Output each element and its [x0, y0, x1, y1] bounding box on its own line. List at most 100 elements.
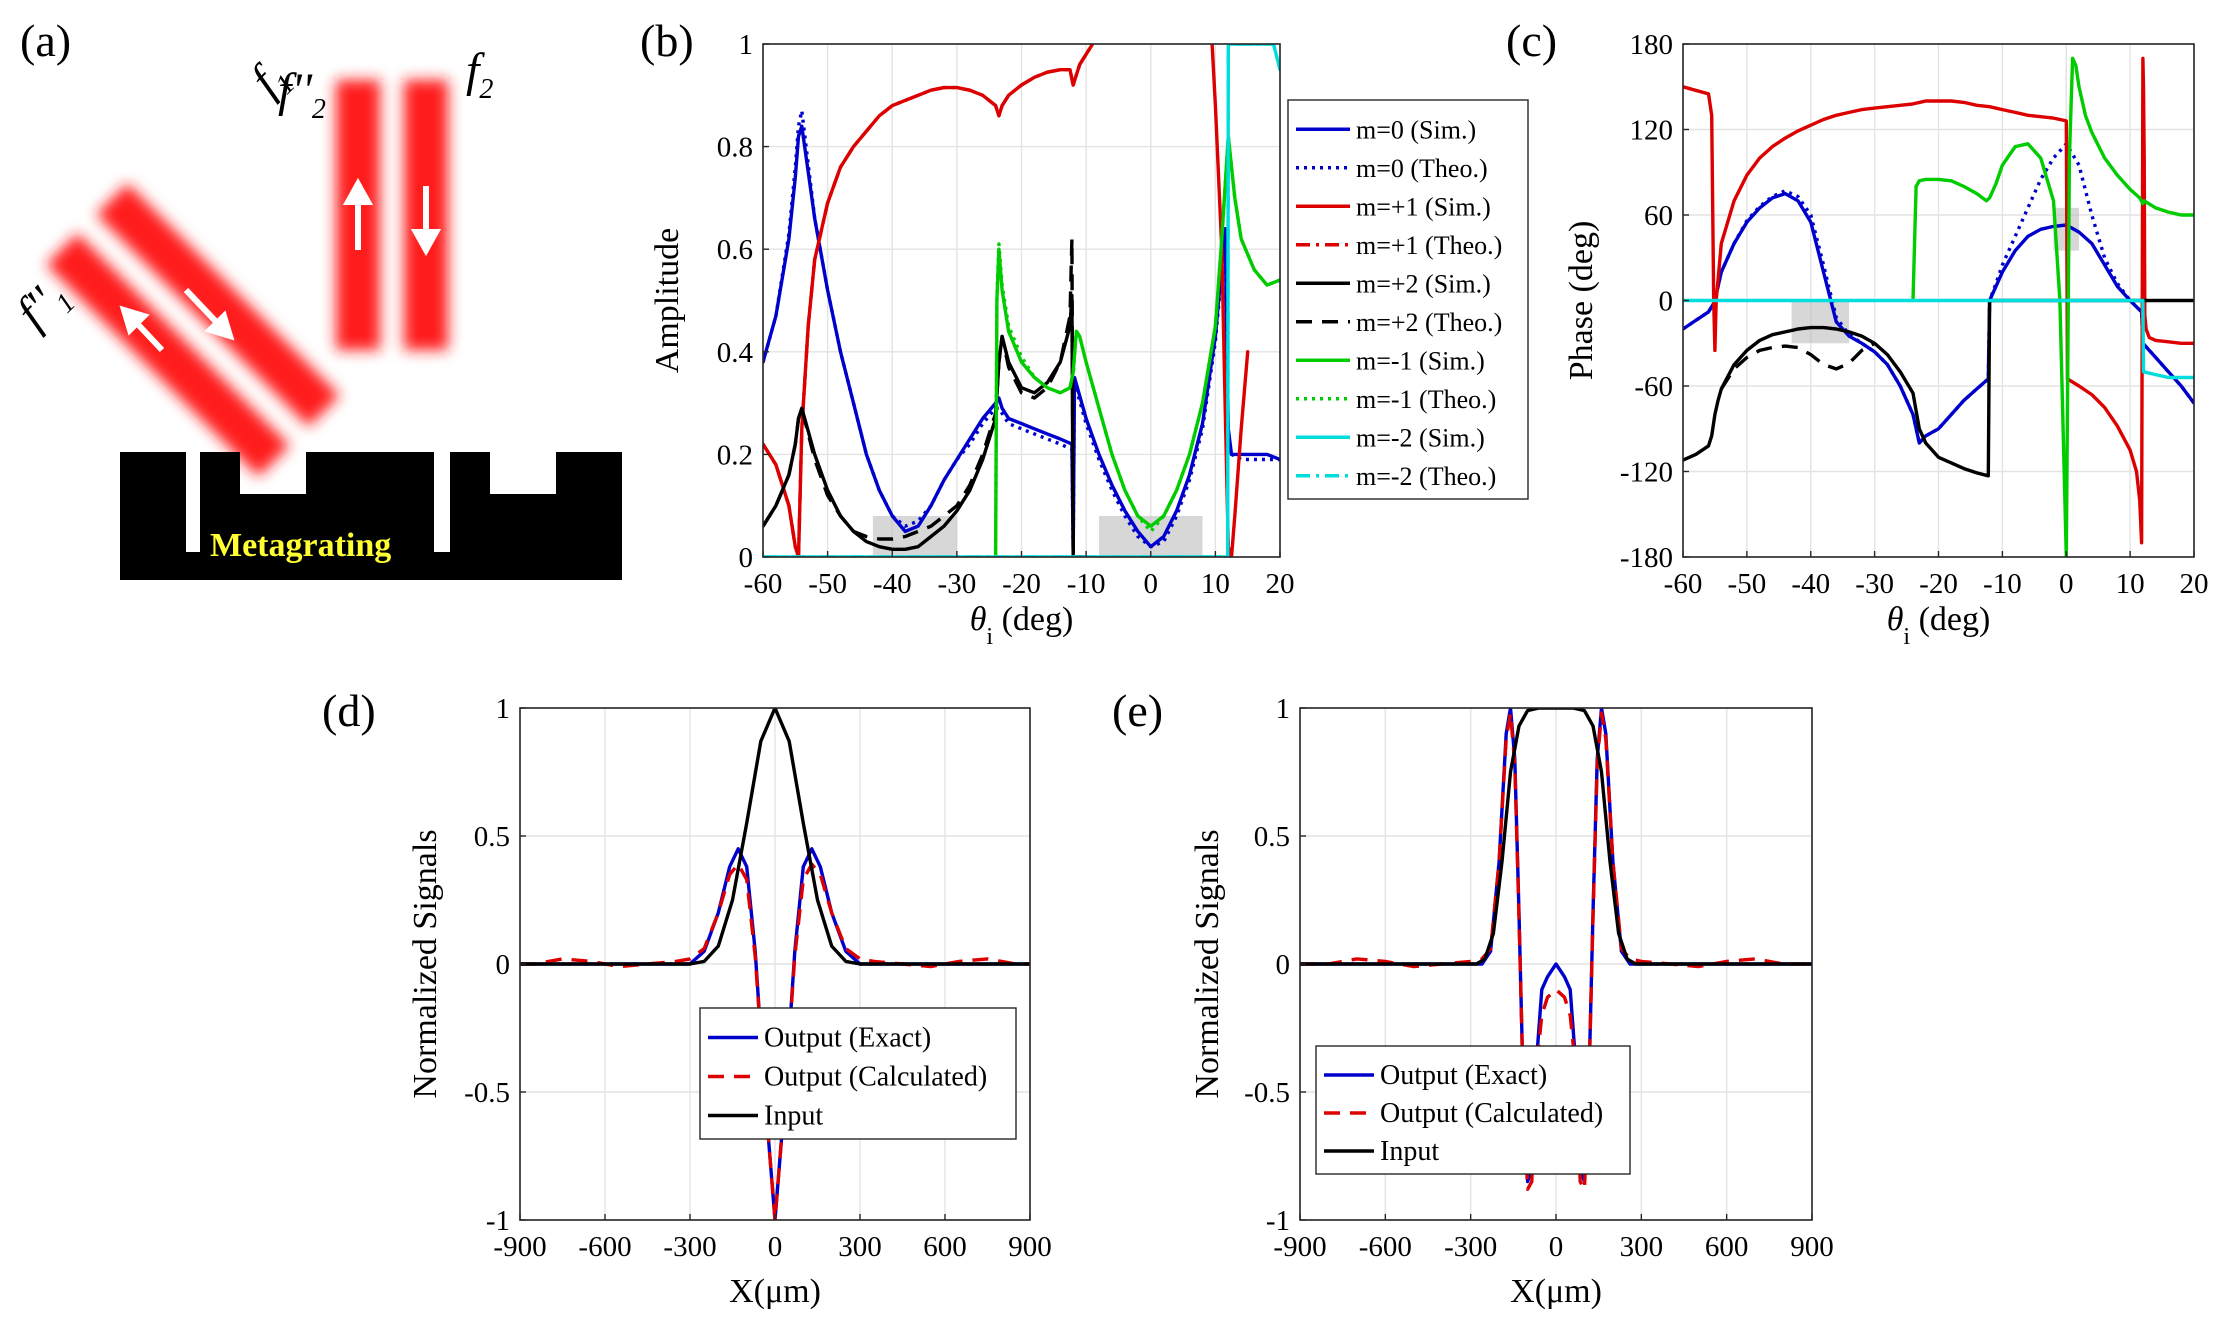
y-tick-label: -0.5: [1244, 1077, 1290, 1109]
x-tick-label: 0: [2059, 568, 2074, 600]
x-tick-label: -900: [1273, 1231, 1326, 1263]
panel-a-label: (a): [20, 15, 71, 66]
x-tick-label: 10: [1201, 568, 1230, 600]
series-input: [520, 708, 1030, 966]
svg-text:f2: f2: [466, 44, 493, 105]
legend-label: m=0 (Theo.): [1356, 154, 1488, 183]
x-axis-label-symbol: θ: [970, 601, 987, 638]
y-tick-label: 180: [1630, 29, 1674, 61]
series-m-0-sim-: [763, 124, 1280, 554]
y-tick-label: 0: [1659, 286, 1674, 318]
legend-label: m=-1 (Theo.): [1356, 385, 1496, 414]
y-tick-label: 0.2: [717, 439, 753, 471]
y-tick-label: 1: [1276, 693, 1291, 725]
series-m-1-right: [2065, 56, 2194, 545]
x-tick-label: 10: [2116, 568, 2145, 600]
series-m-1: [1911, 56, 2194, 557]
x-tick-label: -10: [1983, 568, 2022, 600]
y-tick-label: -0.5: [464, 1077, 510, 1109]
legend: m=0 (Sim.) m=0 (Theo.) m=+1 (Sim.) m=+1 (Th…: [1287, 99, 1529, 500]
x-axis-label: θi (deg): [1887, 601, 1991, 650]
y-tick-label: 0.4: [717, 337, 754, 369]
x-tick-label: -40: [1791, 568, 1830, 600]
shaded-region-0: [1791, 300, 1850, 344]
label-f1pp: f'': [6, 277, 68, 339]
x-tick-label: -50: [1728, 568, 1767, 600]
beam-pair-oblique: [46, 80, 448, 477]
y-tick-label: -1: [486, 1205, 510, 1237]
x-tick-label: 600: [923, 1231, 967, 1263]
x-tick-label: -60: [1664, 568, 1703, 600]
y-tick-label: 0: [1276, 949, 1291, 981]
series-group: [1300, 708, 1812, 1192]
series-m-2-theo-: [1719, 341, 1876, 390]
y-axis-label: Amplitude: [649, 228, 686, 373]
legend-label: m=+2 (Sim.): [1356, 269, 1491, 298]
x-tick-label: -900: [493, 1231, 546, 1263]
x-axis-label-unit: (deg): [1910, 601, 1990, 638]
chart-d: (d) -900 -600 -300 0 300 600 900 -1 -0.5 0 0.5 1 X(μm…: [322, 685, 1052, 1310]
y-tick-label: -60: [1634, 371, 1673, 403]
series-group: [520, 708, 1030, 1220]
y-tick-label: 1: [496, 693, 511, 725]
legend-label: Output (Calculated): [1380, 1098, 1603, 1129]
shaded-region-0: [872, 515, 957, 557]
beam-arrows: [119, 177, 442, 353]
x-tick-label: 900: [1008, 1231, 1052, 1263]
x-axis-label: θi (deg): [970, 601, 1074, 650]
x-tick-label: 300: [1620, 1231, 1664, 1263]
x-axis-label-sub: i: [986, 624, 993, 650]
x-axis-label: X(μm): [729, 1273, 821, 1310]
arrowhead-down-right-icon: [204, 310, 235, 341]
x-tick-label: -10: [1067, 568, 1106, 600]
y-tick-label: 0.5: [1254, 821, 1290, 853]
x-tick-label: 600: [1705, 1231, 1749, 1263]
x-tick-label: -30: [1855, 568, 1894, 600]
chart-c: (c) -60 -50 -40 -30 -20 -10 0 10 20 -180 -120 -60 0 60…: [1506, 15, 2209, 650]
legend-label: m=-2 (Theo.): [1356, 462, 1496, 491]
x-tick-label: -40: [873, 568, 912, 600]
x-axis-label-symbol: θ: [1887, 601, 1904, 638]
label-f2pp: f'': [278, 64, 313, 117]
y-tick-label: 120: [1630, 115, 1674, 147]
x-tick-label: -300: [1444, 1231, 1497, 1263]
svg-text:f''2: f''2: [278, 64, 326, 125]
chart-e: (e) -900 -600 -300 0 300 600 900 -1 -0.5 0 0.5 1 X(μm…: [1112, 685, 1834, 1310]
x-tick-label: 900: [1790, 1231, 1834, 1263]
arrowhead-up-icon: [342, 177, 374, 205]
series-input: [1300, 708, 1812, 966]
x-tick-label: 0: [1549, 1231, 1564, 1263]
legend-label: m=+1 (Theo.): [1356, 231, 1502, 260]
series-m-2: [1683, 298, 2194, 380]
x-tick-label: -30: [938, 568, 977, 600]
panel-b-label: (b): [640, 15, 694, 66]
series-m-0: [1683, 191, 2194, 445]
series-m-2-theo-: [763, 237, 1087, 557]
legend-label: m=-2 (Sim.): [1356, 423, 1485, 452]
series-m-0-theo-: [1683, 142, 2194, 445]
panel-e-label: (e): [1112, 685, 1163, 736]
series-group: [1683, 56, 2194, 557]
series-m-1: [1683, 85, 2070, 381]
x-tick-label: 20: [2180, 568, 2209, 600]
legend: Output (Exact) Output (Calculated) Input: [1315, 1045, 1631, 1175]
x-tick-label: 300: [838, 1231, 882, 1263]
legend-label: m=-1 (Sim.): [1356, 346, 1485, 375]
y-tick-label: 60: [1644, 200, 1673, 232]
x-axis-label: X(μm): [1510, 1273, 1602, 1310]
metagrating-body: [120, 452, 622, 580]
legend-label: m=+1 (Sim.): [1356, 192, 1491, 221]
y-tick-label: -120: [1620, 457, 1673, 489]
y-tick-label: -180: [1620, 542, 1673, 574]
x-tick-label: 0: [768, 1231, 783, 1263]
panel-a: (a) f1 f''1 f''2 f2 Metagrating: [6, 15, 622, 580]
y-axis-label: Normalized Signals: [1189, 829, 1226, 1098]
y-tick-label: -1: [1266, 1205, 1290, 1237]
legend-label: m=+2 (Theo.): [1356, 308, 1502, 337]
legend: Output (Exact) Output (Calculated) Input: [699, 1007, 1017, 1140]
series-m-2-sim-: [763, 44, 1280, 557]
arrowhead-up-left-icon: [119, 305, 150, 336]
x-axis-label-unit: (deg): [993, 601, 1073, 638]
y-tick-label: 0.5: [474, 821, 510, 853]
